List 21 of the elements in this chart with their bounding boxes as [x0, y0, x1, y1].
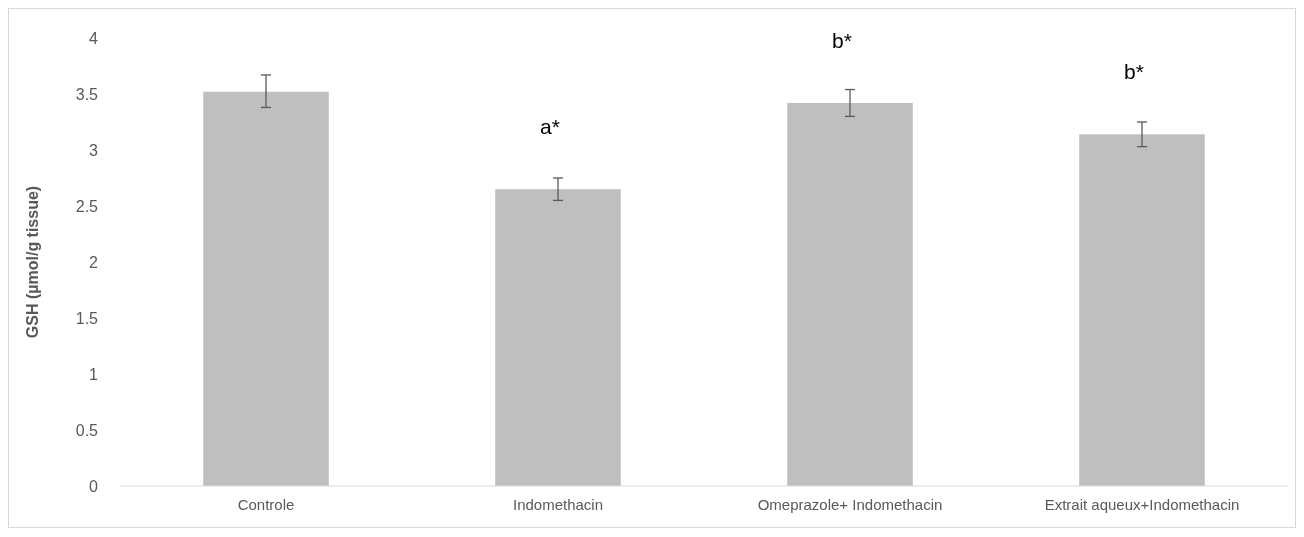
y-tick-label: 2 — [89, 253, 99, 271]
y-tick-label: 0.5 — [75, 421, 99, 439]
y-axis-title: GSH (µmol/g tissue) — [24, 185, 41, 339]
y-tick-label: 0 — [89, 477, 99, 495]
y-tick-label: 3.5 — [75, 85, 99, 103]
bar — [787, 102, 913, 486]
y-tick-label: 3 — [89, 141, 99, 159]
x-tick-label: Omeprazole+ Indomethacin — [757, 496, 943, 513]
y-tick-label: 4 — [89, 29, 99, 47]
x-tick-label: Controle — [237, 496, 295, 513]
bar — [495, 189, 621, 486]
annotation: b* — [832, 28, 852, 52]
y-tick-label: 1.5 — [75, 309, 99, 327]
x-tick-label: Extrait aqueux+Indomethacin — [1044, 496, 1240, 513]
annotation: a* — [540, 115, 560, 139]
y-tick-label: 1 — [89, 365, 99, 383]
x-tick-label: Indomethacin — [512, 496, 604, 513]
bar — [203, 91, 329, 486]
y-tick-label: 2.5 — [75, 197, 99, 215]
bar — [1079, 134, 1205, 486]
annotation: b* — [1124, 60, 1144, 84]
